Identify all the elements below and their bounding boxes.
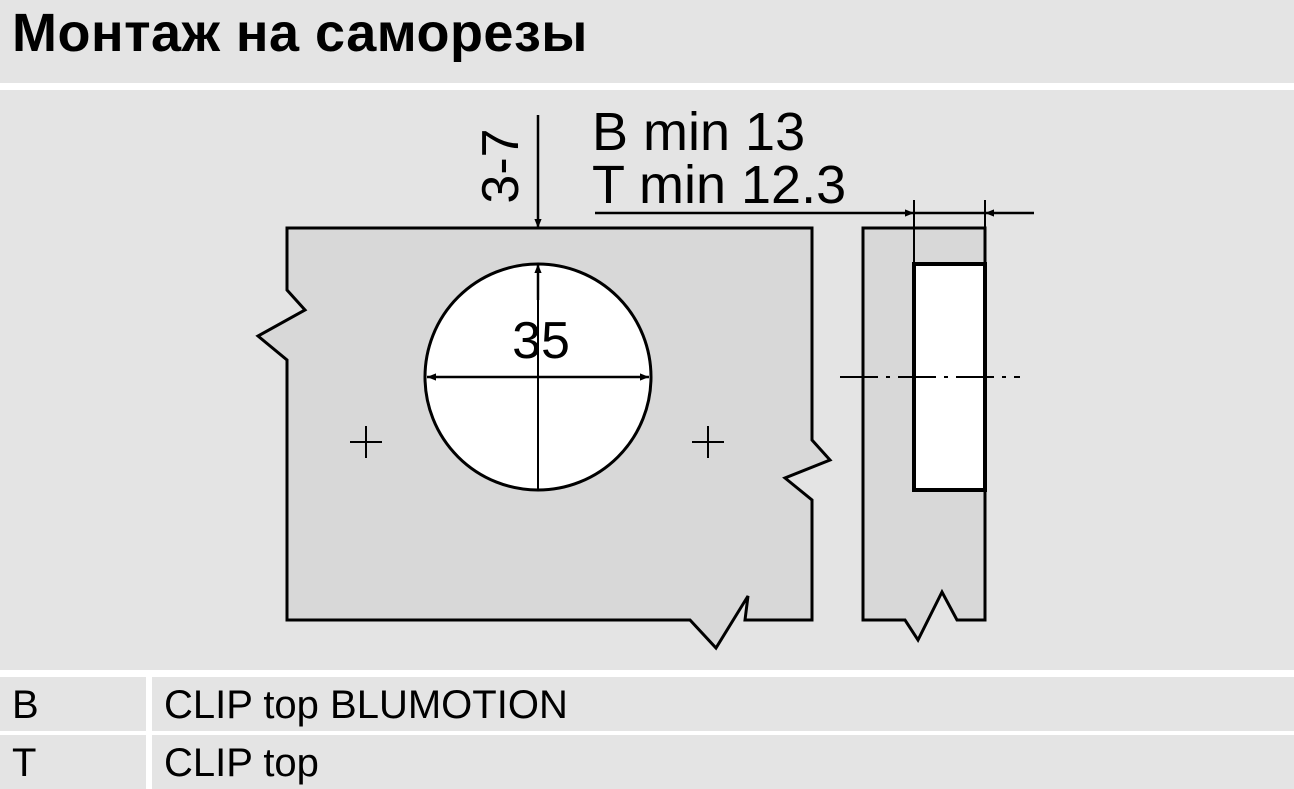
- page-title: Монтаж на саморезы: [12, 3, 588, 63]
- legend-key: B: [12, 683, 39, 727]
- drilling-diagram: 35 3-7 B min 13 T min 12.3: [255, 102, 1034, 651]
- diagram-panel: 35 3-7 B min 13 T min 12.3: [0, 90, 1294, 670]
- screw-mark-left: [350, 426, 382, 458]
- screw-mark-right: [692, 426, 724, 458]
- diameter-label: 35: [512, 312, 570, 370]
- legend-row-b: B CLIP top BLUMOTION: [0, 677, 1294, 731]
- header-bar: Монтаж на саморезы: [0, 0, 1294, 83]
- legend-value: CLIP top: [164, 741, 319, 785]
- legend-row-t: T CLIP top: [0, 735, 1294, 789]
- min-thickness-label-b: B min 13: [592, 102, 805, 162]
- offset-label: 3-7: [472, 128, 530, 203]
- legend-value: CLIP top BLUMOTION: [164, 683, 568, 727]
- legend-key: T: [12, 741, 37, 785]
- min-thickness-label-t: T min 12.3: [592, 155, 846, 215]
